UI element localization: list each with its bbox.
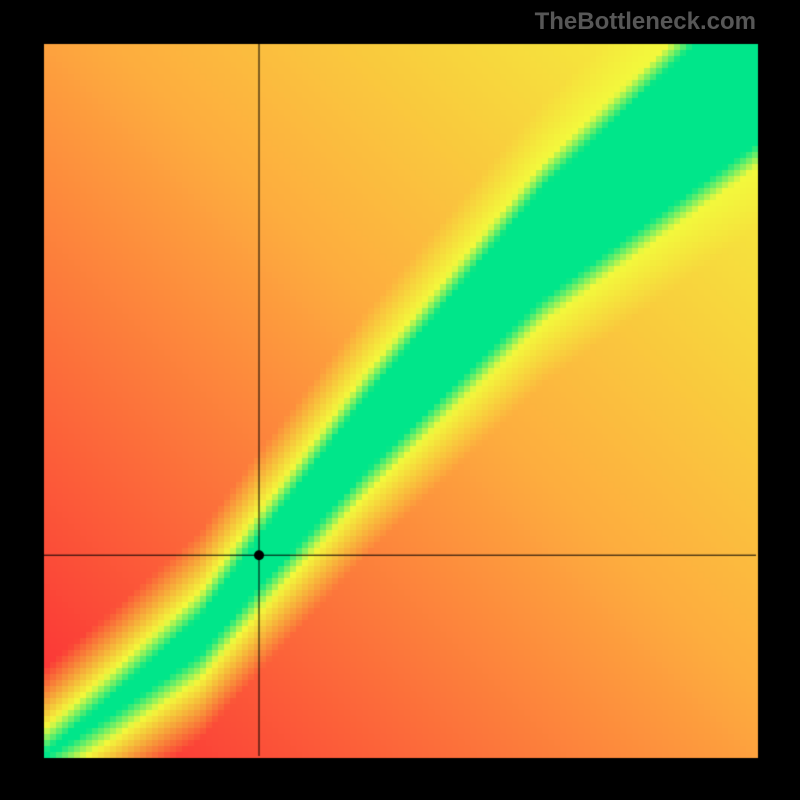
watermark-text: TheBottleneck.com <box>535 8 756 36</box>
bottleneck-heatmap <box>0 0 800 800</box>
chart-frame: { "type": "heatmap", "canvas": { "width"… <box>0 0 800 800</box>
